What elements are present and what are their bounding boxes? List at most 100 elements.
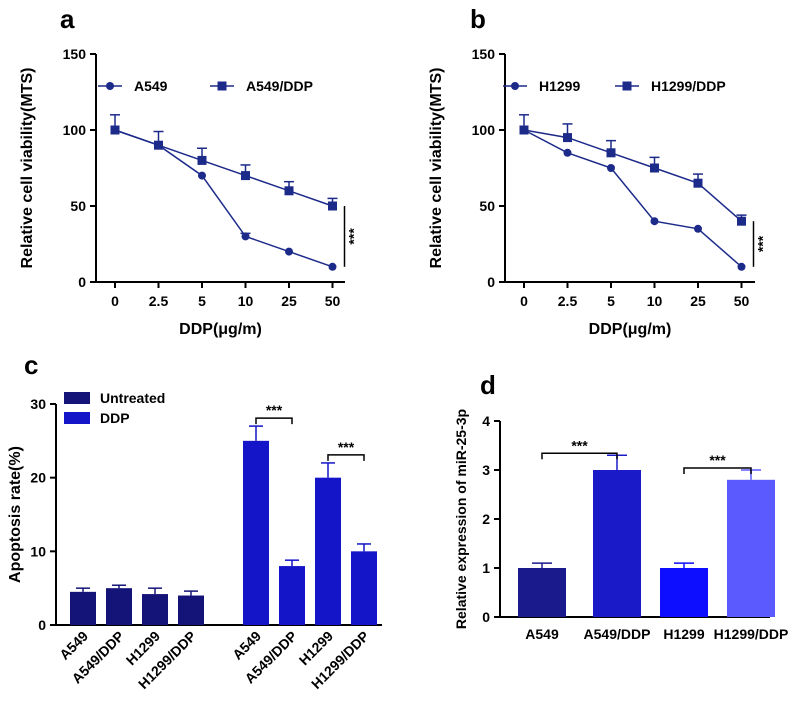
y-tick-label: 100 [63,122,87,138]
x-tick-label: 2.5 [149,293,169,309]
x-tick-label: H1299 [663,626,704,642]
x-tick-label: 25 [690,293,706,309]
x-tick-label: 10 [647,293,663,309]
legend-marker [622,81,632,91]
bar-chart-d: 0 1 2 3 4 A549 A549/DDP H1299 H1299/DDP *** *** Rel… [453,370,788,642]
x-tick-label: 0 [520,293,528,309]
series-line-A549 [114,129,333,268]
data-point [563,133,572,143]
legend-swatch [64,412,90,424]
data-point [563,148,572,157]
panel-label-d: d [480,370,496,400]
significance-label: *** [346,228,362,245]
bar-A549/DDP [279,566,305,625]
y-tick-label: 50 [70,198,86,214]
data-point [110,125,120,135]
legend-marker [106,82,114,90]
y-tick-label: 10 [30,543,46,559]
x-tick-label: 10 [238,293,254,309]
significance-bracket [255,417,293,425]
legend-marker [217,81,227,91]
bar-A549/DDP [593,470,641,617]
bar-A549 [70,591,96,625]
y-tick-label: 1 [482,560,490,576]
legend-label: A549 [134,78,168,94]
y-axis-label: Relative expression of miR-25-3p [453,409,469,629]
line-chart-a: 0 50 100 150 0 2.5 5 10 25 50 DDP(μg/m) Relative ce… [19,4,362,338]
series-line-H1299/DDP [523,129,742,222]
y-tick-label: 100 [472,122,496,138]
y-tick-label: 150 [63,46,87,62]
legend-label: DDP [100,410,130,426]
data-point [607,164,615,172]
legend-label: H1299/DDP [651,78,726,94]
significance-label: *** [571,437,588,453]
x-tick-label: 5 [198,293,206,309]
x-tick-label: H1299/DDP [714,626,789,642]
x-tick-label: 0 [111,293,119,309]
data-point [737,216,746,226]
data-point [328,262,337,271]
data-point [693,178,703,188]
data-point [241,171,250,181]
x-tick-label: 50 [325,293,341,309]
legend-label: H1299 [539,78,580,94]
data-point [154,140,163,150]
panel-label-c: c [24,350,38,380]
data-point [519,125,529,135]
bar-H1299/DDP [351,551,377,625]
bar-H1299 [315,477,341,625]
legend-marker [511,82,519,90]
y-axis-label: Apoptosis rate(%) [7,446,24,583]
data-point [241,232,250,241]
x-tick-label: 2.5 [558,293,578,309]
panel-label-b: b [470,4,486,34]
significance-label: *** [266,402,283,418]
line-chart-b: 0 50 100 150 0 2.5 5 10 25 50 DDP(μg/m) Relative ce… [428,4,771,338]
significance-bracket [683,467,752,474]
legend-label: A549/DDP [246,78,313,94]
y-tick-label: 3 [482,462,490,478]
data-point [694,224,702,233]
y-tick-label: 0 [487,274,495,290]
significance-label: *** [709,452,726,468]
bar-A549/DDP [106,588,132,625]
y-tick-label: 0 [78,274,86,290]
bar-H1299/DDP [727,479,775,617]
data-point [737,262,746,271]
legend-label: Untreated [100,390,165,406]
y-axis-label: Relative cell viability(MTS) [19,68,36,269]
y-tick-label: 4 [482,413,490,429]
x-tick-label: A549/DDP [584,626,651,642]
data-point [650,163,659,173]
legend-swatch [64,392,90,404]
y-tick-label: 30 [30,396,46,412]
data-point [328,201,337,211]
bar-H1299 [142,594,168,625]
y-tick-label: 0 [38,617,46,633]
x-tick-label: 25 [281,293,297,309]
x-tick-label: 50 [734,293,750,309]
bar-A549 [518,568,566,617]
series-line-A549/DDP [114,129,333,207]
panel-label-a: a [60,4,75,34]
y-axis-label: Relative cell viability(MTS) [428,68,445,269]
significance-bracket [541,452,618,460]
x-tick-label: 5 [607,293,615,309]
data-point [606,148,616,158]
data-point [198,171,206,180]
series-line-H1299 [523,129,742,268]
y-tick-label: 0 [482,609,490,625]
bar-A549 [243,440,269,625]
significance-label: *** [338,439,355,455]
y-tick-label: 20 [30,470,46,486]
data-point [285,247,293,256]
significance-label: *** [755,235,771,252]
y-tick-label: 2 [482,511,490,527]
data-point [284,186,294,196]
significance-bracket [327,454,365,461]
x-axis-label: DDP(μg/m) [179,321,262,338]
data-point [650,217,659,226]
